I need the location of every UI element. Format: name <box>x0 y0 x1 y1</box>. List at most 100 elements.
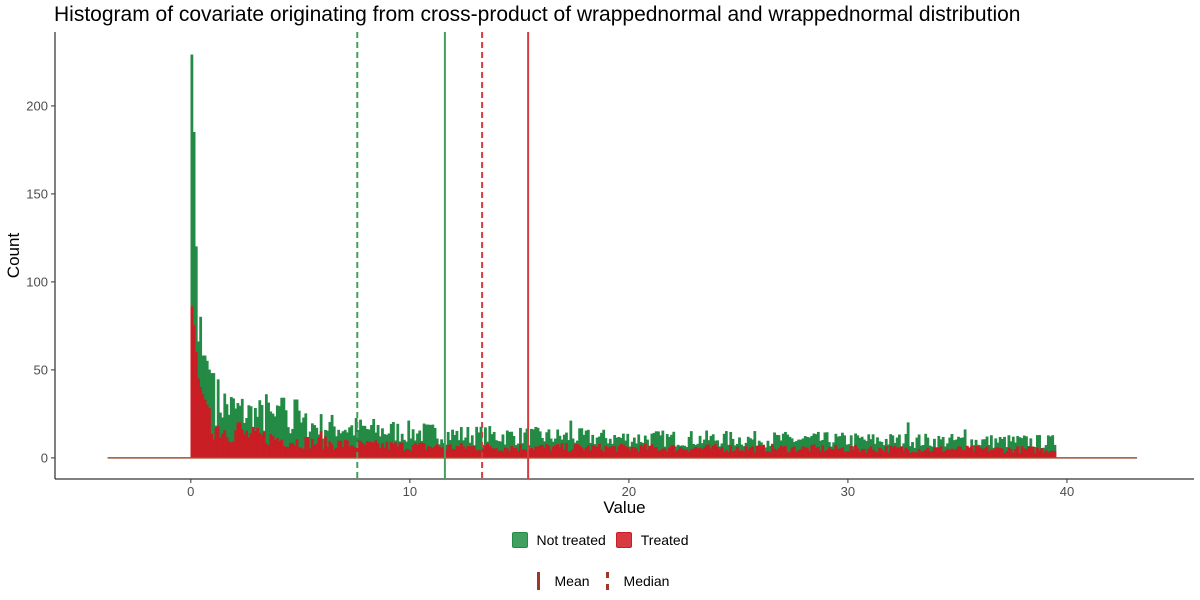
bar-treated <box>398 442 402 459</box>
bar-treated <box>335 447 338 459</box>
bar-treated <box>954 448 958 459</box>
bar-treated <box>707 444 711 459</box>
bar-treated <box>819 451 822 459</box>
x-axis-title: Value <box>603 498 645 517</box>
x-tick-label: 20 <box>622 484 636 499</box>
bar-treated <box>365 441 369 459</box>
bar-treated <box>755 445 759 459</box>
bar-treated <box>700 448 704 459</box>
bar-treated <box>646 449 649 459</box>
bar-treated <box>900 446 903 459</box>
legend-key-mean-solid-line <box>531 571 545 591</box>
bar-treated <box>411 445 415 459</box>
bar-treated <box>797 450 801 459</box>
bar-treated <box>203 399 207 459</box>
bar-treated <box>571 449 575 459</box>
bar-treated <box>1044 450 1048 459</box>
bar-treated <box>435 444 439 459</box>
bar-treated <box>448 444 452 459</box>
bar-treated <box>367 441 371 459</box>
bar-treated <box>965 445 969 459</box>
bar-treated <box>429 446 433 459</box>
bar-treated <box>908 452 912 459</box>
bar-treated <box>830 449 833 459</box>
bar-treated <box>1016 446 1020 459</box>
bar-treated <box>225 437 229 459</box>
bar-treated <box>838 448 842 459</box>
bar-treated <box>372 442 376 459</box>
bar-treated <box>882 451 886 459</box>
bar-treated <box>1007 447 1011 459</box>
bar-treated <box>1053 450 1057 459</box>
bar-treated <box>606 447 610 459</box>
bar-treated <box>551 446 555 459</box>
bar-treated <box>810 445 814 459</box>
bar-treated <box>959 446 963 459</box>
bar-treated <box>586 445 590 459</box>
bar-treated <box>676 449 680 459</box>
bar-treated <box>317 437 321 459</box>
legend-swatch-not-treated <box>511 532 528 548</box>
bar-treated <box>735 446 739 459</box>
legend-label-treated: Treated <box>640 532 689 548</box>
bar-treated <box>816 446 820 459</box>
bar-treated <box>639 444 643 459</box>
bar-treated <box>784 446 787 459</box>
bar-treated <box>486 443 489 459</box>
x-tick-label: 10 <box>403 484 417 499</box>
bar-treated <box>297 446 301 459</box>
bar-treated <box>326 447 330 459</box>
bar-treated <box>580 447 584 459</box>
bar-treated <box>378 447 382 459</box>
bar-treated <box>775 450 779 459</box>
bar-treated <box>714 444 717 459</box>
bar-treated <box>593 446 597 459</box>
bar-treated <box>229 442 233 459</box>
bar-treated <box>405 448 408 459</box>
bar-treated <box>790 447 794 459</box>
bar-treated <box>801 446 805 459</box>
bar-treated <box>475 450 479 459</box>
bar-treated <box>545 444 549 459</box>
bar-treated <box>913 452 917 459</box>
bar-treated <box>451 448 454 459</box>
bar-treated <box>678 447 682 459</box>
bar-treated <box>315 443 319 459</box>
bar-treated <box>611 446 614 459</box>
bar-treated <box>330 444 334 459</box>
bar-treated <box>933 447 936 459</box>
bar-treated <box>484 445 487 459</box>
bar-treated <box>622 444 625 459</box>
bar-treated <box>260 435 264 459</box>
bar-treated <box>468 446 472 459</box>
bar-treated <box>961 449 965 459</box>
bar-treated <box>359 440 362 459</box>
bar-treated <box>422 443 426 459</box>
bar-treated <box>578 445 581 459</box>
bar-treated <box>600 449 603 459</box>
bar-treated <box>832 449 836 459</box>
bar-treated <box>994 447 998 459</box>
bar-treated <box>862 448 866 459</box>
bar-treated <box>941 451 945 459</box>
bar-treated <box>477 449 481 459</box>
bar-treated <box>849 446 853 459</box>
bar-treated <box>488 445 492 459</box>
bar-treated <box>271 435 275 459</box>
bar-treated <box>887 452 890 459</box>
bar-treated <box>897 447 901 459</box>
bar-treated <box>952 449 956 459</box>
bar-treated <box>466 446 470 459</box>
bar-treated <box>591 444 595 459</box>
legend-item-median: Median <box>600 571 669 591</box>
bar-treated <box>470 445 474 459</box>
bar-treated <box>576 444 579 459</box>
bar-treated <box>670 445 673 459</box>
bar-treated <box>970 446 974 459</box>
bar-treated <box>284 446 288 459</box>
bar-treated <box>289 442 292 459</box>
bar-treated <box>455 445 459 459</box>
bar-treated <box>560 443 564 459</box>
bar-treated <box>1035 447 1039 459</box>
bar-treated <box>764 451 768 459</box>
